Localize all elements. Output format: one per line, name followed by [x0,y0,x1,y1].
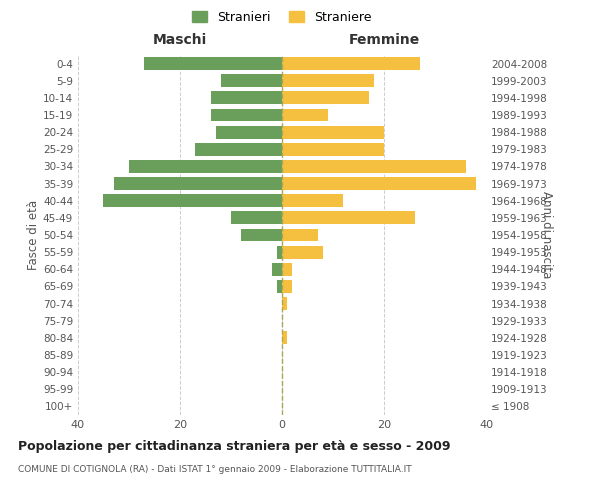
Bar [282,332,287,344]
Bar [129,160,282,173]
Bar [282,194,343,207]
Bar [282,92,369,104]
Bar [272,263,282,276]
Bar [282,280,292,293]
Text: Popolazione per cittadinanza straniera per età e sesso - 2009: Popolazione per cittadinanza straniera p… [18,440,451,453]
Bar [282,246,323,258]
Bar [282,126,384,138]
Text: Femmine: Femmine [349,34,419,48]
Legend: Stranieri, Straniere: Stranieri, Straniere [192,11,372,24]
Bar [282,177,476,190]
Y-axis label: Anni di nascita: Anni di nascita [540,192,553,278]
Bar [282,212,415,224]
Bar [211,92,282,104]
Bar [196,143,282,156]
Bar [282,57,420,70]
Bar [282,263,292,276]
Bar [221,74,282,87]
Text: Maschi: Maschi [153,34,207,48]
Bar [282,108,328,122]
Bar [282,228,318,241]
Bar [216,126,282,138]
Bar [282,160,466,173]
Bar [277,246,282,258]
Bar [241,228,282,241]
Bar [277,280,282,293]
Bar [282,143,384,156]
Text: COMUNE DI COTIGNOLA (RA) - Dati ISTAT 1° gennaio 2009 - Elaborazione TUTTITALIA.: COMUNE DI COTIGNOLA (RA) - Dati ISTAT 1°… [18,465,412,474]
Bar [114,177,282,190]
Bar [211,108,282,122]
Bar [231,212,282,224]
Bar [145,57,282,70]
Bar [282,297,287,310]
Y-axis label: Fasce di età: Fasce di età [27,200,40,270]
Bar [282,74,374,87]
Bar [104,194,282,207]
